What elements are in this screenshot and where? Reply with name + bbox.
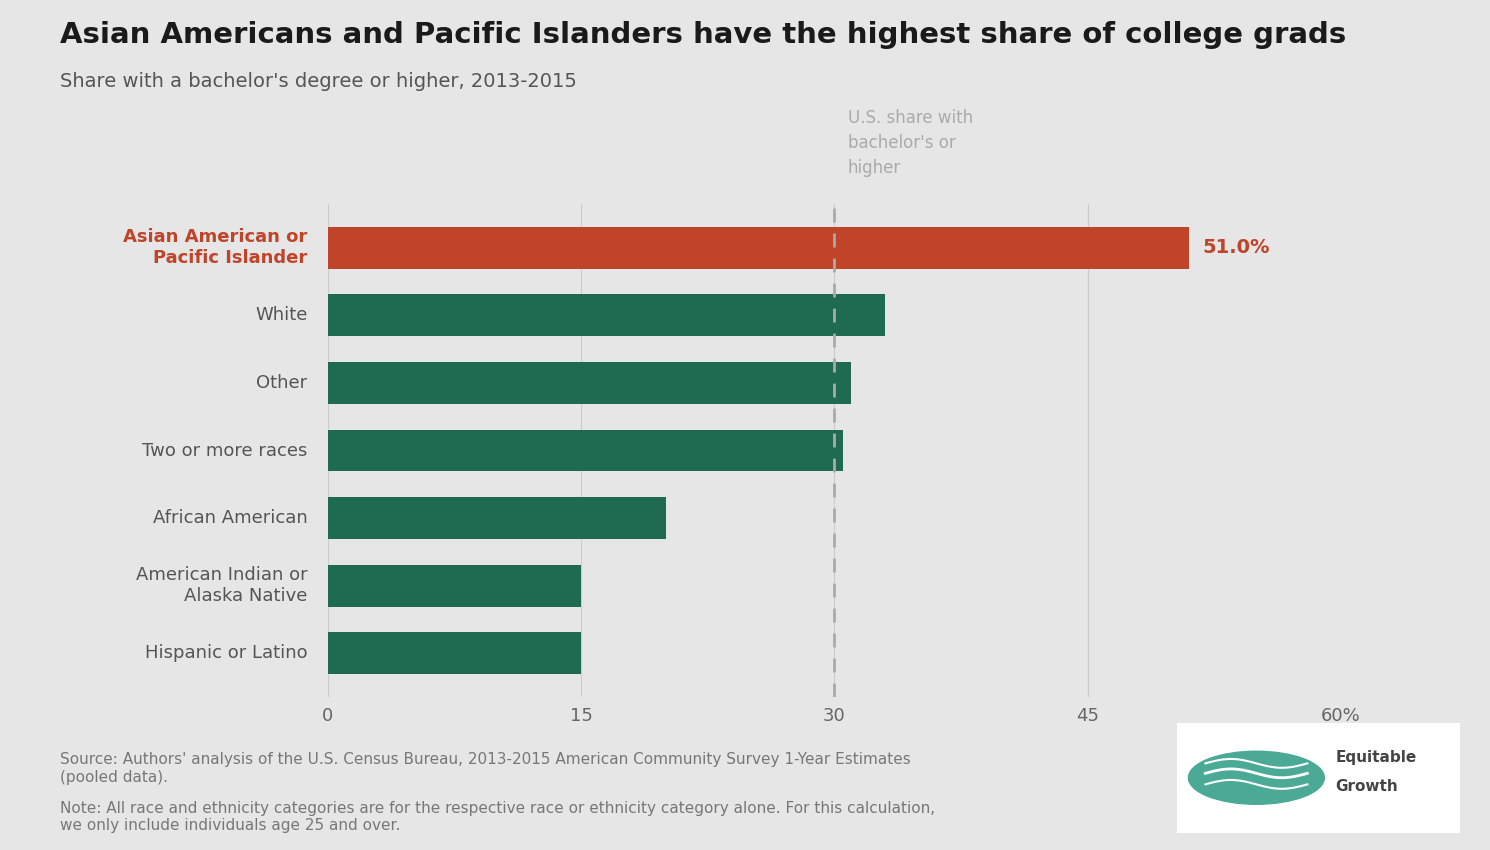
Text: White: White bbox=[255, 307, 307, 325]
Bar bbox=[328, 294, 885, 337]
Text: 51.0%: 51.0% bbox=[1202, 238, 1269, 258]
Circle shape bbox=[1189, 751, 1325, 804]
Text: Share with a bachelor's degree or higher, 2013-2015: Share with a bachelor's degree or higher… bbox=[60, 72, 577, 91]
Bar bbox=[328, 632, 581, 674]
Text: Two or more races: Two or more races bbox=[142, 441, 307, 460]
Bar bbox=[328, 362, 851, 404]
Text: Source: Authors' analysis of the U.S. Census Bureau, 2013-2015 American Communit: Source: Authors' analysis of the U.S. Ce… bbox=[60, 752, 910, 785]
Bar bbox=[328, 227, 1189, 269]
Text: U.S. share with
bachelor's or
higher: U.S. share with bachelor's or higher bbox=[848, 109, 973, 177]
Text: Growth: Growth bbox=[1335, 779, 1399, 794]
Bar bbox=[328, 497, 666, 539]
Text: Asian Americans and Pacific Islanders have the highest share of college grads: Asian Americans and Pacific Islanders ha… bbox=[60, 21, 1345, 49]
Bar bbox=[328, 564, 581, 607]
Text: Equitable: Equitable bbox=[1335, 751, 1417, 765]
Bar bbox=[328, 429, 843, 472]
Text: Other: Other bbox=[256, 374, 307, 392]
FancyBboxPatch shape bbox=[1177, 722, 1460, 833]
Text: Note: All race and ethnicity categories are for the respective race or ethnicity: Note: All race and ethnicity categories … bbox=[60, 801, 934, 833]
Text: Asian American or
Pacific Islander: Asian American or Pacific Islander bbox=[124, 229, 307, 267]
Text: American Indian or
Alaska Native: American Indian or Alaska Native bbox=[136, 566, 307, 605]
Text: African American: African American bbox=[153, 509, 307, 527]
Text: Hispanic or Latino: Hispanic or Latino bbox=[145, 644, 307, 662]
